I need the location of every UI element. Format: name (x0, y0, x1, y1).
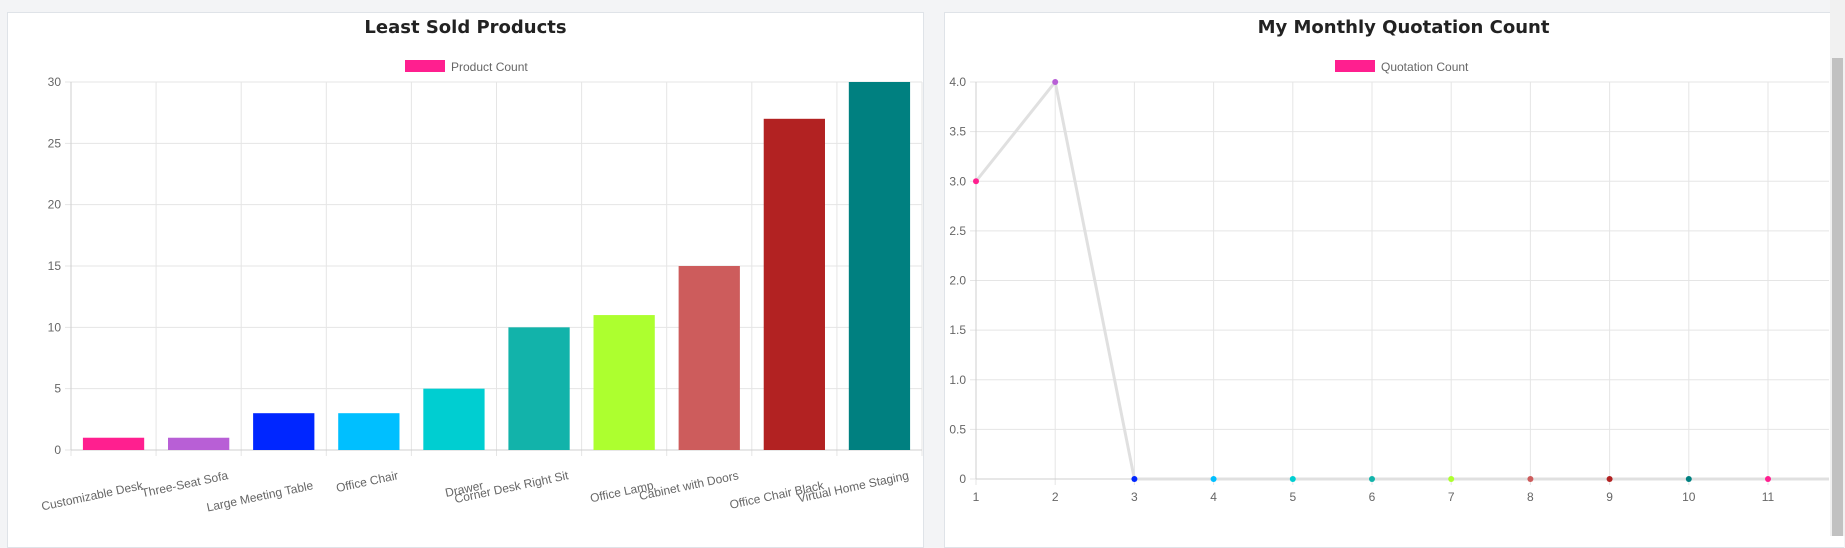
chart-title: My Monthly Quotation Count (1257, 17, 1550, 38)
least-sold-products-card: Least Sold Products Product Count 0 5 10 15 2… (7, 12, 924, 548)
y-tick-label: 3.0 (949, 174, 966, 188)
x-tick-label: 1 (973, 490, 980, 504)
bar (848, 82, 911, 450)
x-tick-label: 9 (1606, 490, 1613, 504)
x-tick-label: Three-Seat Sofa (140, 468, 229, 500)
x-tick-label: 4 (1210, 490, 1217, 504)
data-point (1210, 476, 1217, 482)
legend-swatch (1335, 60, 1375, 72)
y-tick-label: 5 (54, 382, 61, 396)
data-point (1289, 476, 1296, 482)
y-tick-label: 2.5 (949, 224, 966, 238)
y-tick-label: 10 (48, 320, 62, 334)
data-point (1369, 476, 1375, 482)
x-tick-label: 8 (1527, 490, 1534, 504)
x-tick-label: 6 (1369, 490, 1376, 504)
legend-swatch (405, 60, 445, 72)
legend-label: Quotation Count (1381, 60, 1469, 74)
bar (168, 437, 230, 450)
x-tick-label: 7 (1448, 490, 1455, 504)
x-tick-label: 2 (1052, 490, 1059, 504)
bar (508, 327, 570, 450)
data-point (1685, 476, 1692, 482)
bar (763, 118, 825, 451)
line-chart: Quotation Count 0 0.5 1.0 1.5 2.0 2.5 3.0 3.5 4.0… (949, 60, 1829, 504)
x-tick-label: Cabinet with Doors (638, 468, 740, 503)
legend-label: Product Count (451, 60, 528, 74)
y-tick-label: 0 (959, 472, 966, 486)
scrollbar[interactable] (1830, 0, 1845, 536)
x-tick-label: Customizable Desk (40, 478, 145, 513)
scrollbar-thumb[interactable] (1832, 58, 1843, 536)
y-tick-label: 1.5 (949, 323, 966, 337)
y-tick-label: 30 (48, 75, 62, 89)
x-tick-label: Office Chair (335, 468, 400, 495)
series-line (974, 78, 1829, 481)
data-point (1527, 476, 1534, 482)
data-point (1131, 476, 1138, 482)
y-tick-label: 15 (48, 259, 62, 273)
bar (678, 266, 740, 450)
y-tick-label: 0.5 (949, 422, 966, 436)
x-tick-label: 3 (1131, 490, 1138, 504)
bar (593, 315, 655, 450)
bar (253, 413, 315, 450)
data-point (1606, 476, 1613, 482)
y-tick-label: 25 (48, 136, 62, 150)
bar (338, 413, 400, 450)
bar (423, 388, 485, 450)
y-tick-label: 1.0 (949, 373, 966, 387)
x-tick-label: 10 (1682, 490, 1696, 504)
bar-chart: Product Count 0 5 10 15 20 25 30 Customizable De… (40, 60, 923, 514)
data-point (1765, 476, 1771, 482)
data-point (1448, 476, 1455, 482)
data-point (1052, 79, 1059, 85)
y-tick-label: 20 (48, 198, 62, 212)
data-point (973, 178, 979, 185)
x-tick-label: Large Meeting Table (205, 478, 314, 514)
y-tick-label: 0 (54, 443, 61, 457)
x-tick-label: 11 (1762, 490, 1775, 504)
y-tick-label: 3.5 (949, 125, 966, 139)
monthly-quotation-card: My Monthly Quotation Count Quotation Cou… (944, 12, 1844, 548)
chart-title: Least Sold Products (364, 17, 567, 38)
y-tick-label: 2.0 (949, 274, 966, 288)
y-tick-label: 4.0 (949, 75, 966, 89)
bar (82, 437, 145, 450)
x-tick-label: 5 (1289, 490, 1296, 504)
